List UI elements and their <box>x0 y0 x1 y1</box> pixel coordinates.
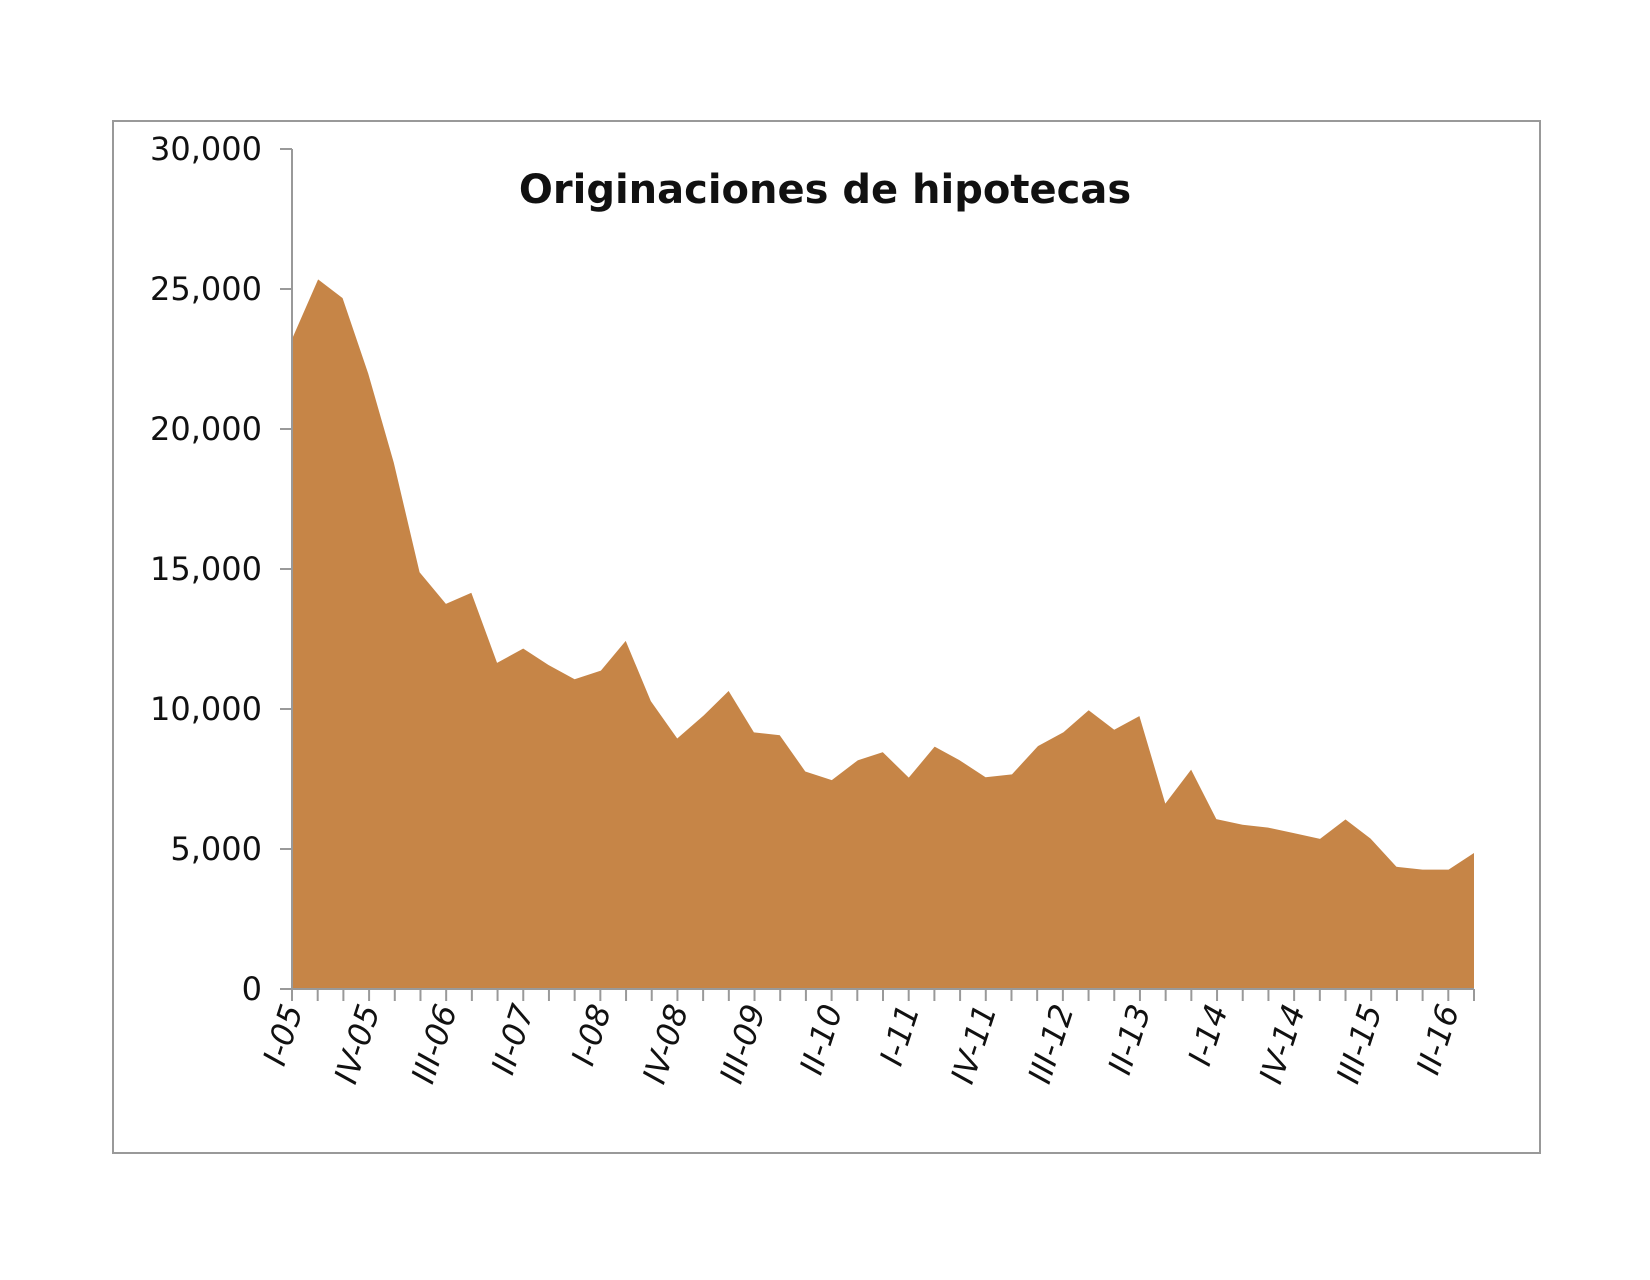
y-tick-label: 20,000 <box>150 410 262 448</box>
y-tick-label: 30,000 <box>150 130 262 168</box>
area-series-line <box>291 276 1475 870</box>
y-tick-label: 0 <box>242 970 262 1008</box>
y-tick-label: 25,000 <box>150 270 262 308</box>
chart-title: Originaciones de hipotecas <box>519 167 1131 213</box>
area-series-fill <box>292 277 1474 989</box>
y-tick-label: 10,000 <box>150 690 262 728</box>
area-layer <box>291 276 1475 989</box>
y-tick-label: 15,000 <box>150 550 262 588</box>
y-tick-label: 5,000 <box>170 830 262 868</box>
